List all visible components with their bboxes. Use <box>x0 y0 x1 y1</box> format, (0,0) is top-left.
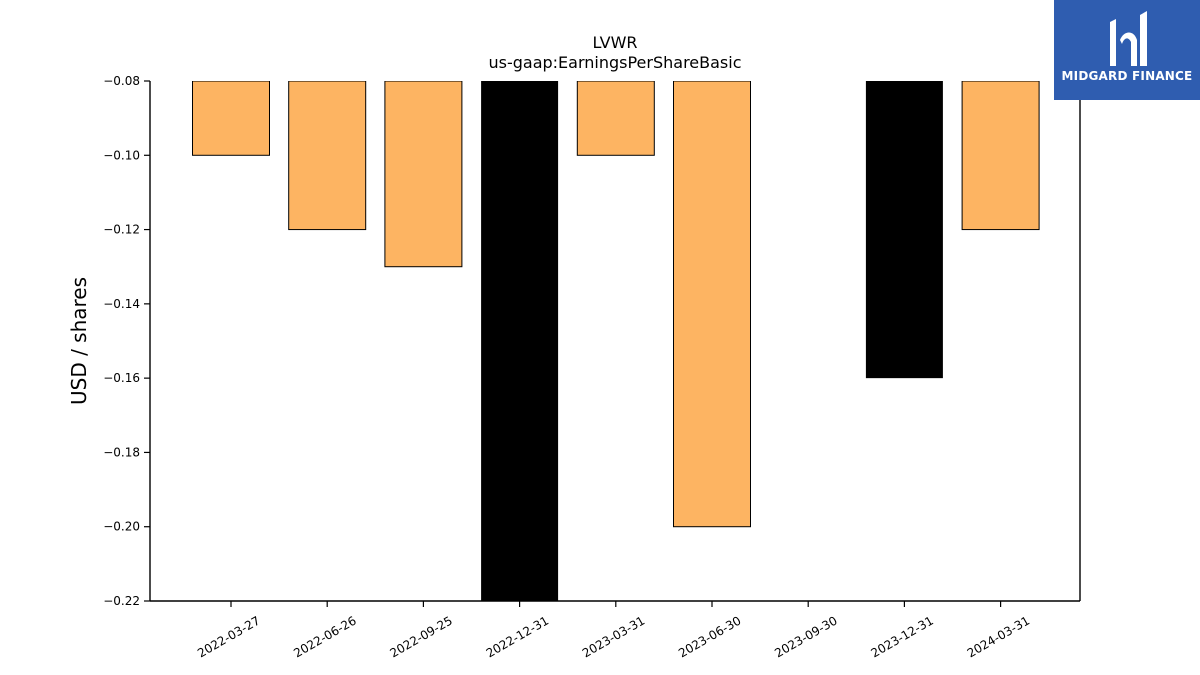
x-tick-label: 2022-03-27 <box>195 613 262 660</box>
y-tick-label: −0.22 <box>103 594 140 608</box>
x-tick-label: 2022-06-26 <box>291 613 358 660</box>
logo-text: MIDGARD FINANCE <box>1061 69 1193 83</box>
midgard-finance-logo: MIDGARD FINANCE <box>1054 0 1200 100</box>
bar-2023-12-31 <box>865 81 943 379</box>
x-tick-label: 2023-06-30 <box>676 613 743 660</box>
x-tick-label: 2023-12-31 <box>868 613 935 660</box>
x-tick-label: 2022-12-31 <box>484 613 551 660</box>
bar-2023-06-30 <box>673 81 751 528</box>
y-tick-label: −0.16 <box>103 371 140 385</box>
bar-2023-03-31 <box>576 81 655 156</box>
y-tick-label: −0.10 <box>103 148 140 162</box>
axes <box>149 81 1081 602</box>
x-tick-label: 2023-09-30 <box>772 613 839 660</box>
y-tick-label: −0.20 <box>103 520 140 534</box>
bar-2024-03-31 <box>961 81 1040 231</box>
y-tick-label: −0.18 <box>103 445 140 459</box>
bar-2022-12-31 <box>481 81 559 601</box>
logo-mark-icon <box>1110 11 1147 66</box>
y-axis-label: USD / shares <box>67 277 91 405</box>
x-tick-label: 2024-03-31 <box>965 613 1032 660</box>
y-tick-label: −0.12 <box>103 223 140 237</box>
bar-2022-06-26 <box>288 81 367 231</box>
y-tick-label: −0.08 <box>103 74 140 88</box>
bar-2022-09-25 <box>384 81 463 268</box>
x-tick-label: 2023-03-31 <box>580 613 647 660</box>
chart-title: LVWR <box>592 33 637 52</box>
chart-subtitle: us-gaap:EarningsPerShareBasic <box>488 53 741 72</box>
bar-2022-03-27 <box>192 81 270 156</box>
bar-group <box>192 81 1040 601</box>
y-tick-label: −0.14 <box>103 297 140 311</box>
x-tick-label: 2022-09-25 <box>387 613 454 660</box>
